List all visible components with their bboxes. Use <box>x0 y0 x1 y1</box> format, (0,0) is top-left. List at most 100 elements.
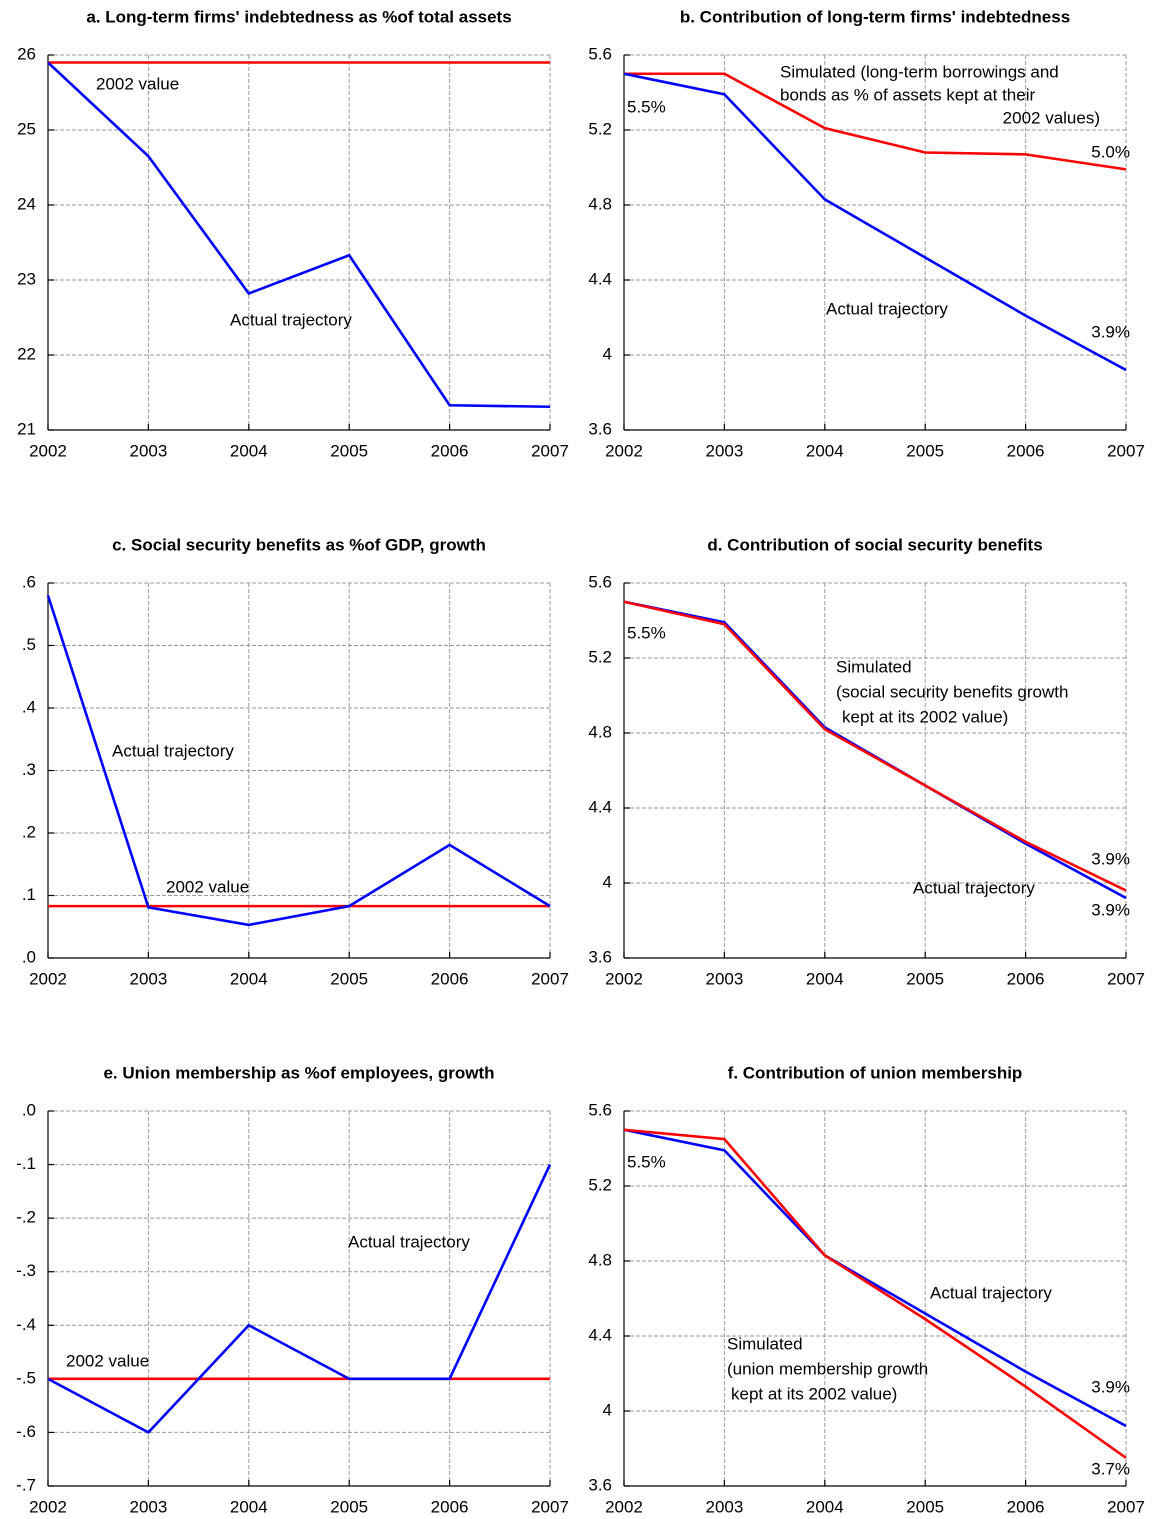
y-tick-label: .1 <box>22 885 36 904</box>
x-tick-label: 2005 <box>906 969 944 988</box>
annotation: 2002 value <box>166 877 249 896</box>
series-line <box>623 1128 1127 1459</box>
y-tick-label: 3.6 <box>588 1475 612 1494</box>
chart-title: b. Contribution of long-term firms' inde… <box>680 7 1070 26</box>
annotation: Simulated <box>836 657 912 676</box>
y-tick-label: 4.8 <box>588 722 612 741</box>
x-tick-label: 2004 <box>230 1497 268 1516</box>
y-tick-label: -.3 <box>16 1261 36 1280</box>
x-tick-label: 2004 <box>806 969 844 988</box>
annotation: 3.9% <box>1091 1377 1130 1396</box>
series-line <box>623 1128 1127 1428</box>
y-tick-label: .2 <box>22 822 36 841</box>
y-tick-label: .4 <box>22 697 36 716</box>
y-tick-label: -.5 <box>16 1368 36 1387</box>
x-tick-label: 2006 <box>1007 1497 1045 1516</box>
annotation: Actual trajectory <box>348 1232 470 1251</box>
x-tick-label: 2005 <box>330 969 368 988</box>
x-tick-label: 2005 <box>906 441 944 460</box>
y-tick-label: 4.8 <box>588 194 612 213</box>
y-tick-label: 5.2 <box>588 1175 612 1194</box>
y-tick-label: -.2 <box>16 1208 36 1227</box>
x-tick-label: 2002 <box>29 1497 67 1516</box>
y-tick-label: 22 <box>17 344 36 363</box>
y-tick-label: 4.4 <box>588 269 612 288</box>
y-tick-label: .5 <box>22 635 36 654</box>
annotation: Simulated <box>727 1334 803 1353</box>
annotation: 5.5% <box>627 97 666 116</box>
y-tick-label: 21 <box>17 419 36 438</box>
chart-title: a. Long-term firms' indebtedness as %of … <box>86 7 511 26</box>
x-tick-label: 2003 <box>129 441 167 460</box>
x-tick-label: 2004 <box>230 441 268 460</box>
annotation: Actual trajectory <box>826 299 948 318</box>
chart-title: f. Contribution of union membership <box>728 1063 1023 1082</box>
y-tick-label: 5.2 <box>588 647 612 666</box>
series-line <box>47 61 551 409</box>
x-tick-label: 2006 <box>431 441 469 460</box>
y-tick-label: 5.2 <box>588 119 612 138</box>
y-tick-label: 4 <box>603 344 612 363</box>
x-tick-label: 2004 <box>230 969 268 988</box>
series-line <box>623 600 1127 892</box>
annotation: Actual trajectory <box>913 878 1035 897</box>
annotation: 5.0% <box>1091 142 1130 161</box>
x-tick-label: 2007 <box>531 969 569 988</box>
y-tick-label: 5.6 <box>588 44 612 63</box>
y-tick-label: 4 <box>603 872 612 891</box>
y-tick-label: 3.6 <box>588 419 612 438</box>
y-tick-label: -.4 <box>16 1315 36 1334</box>
x-tick-label: 2002 <box>29 441 67 460</box>
x-tick-label: 2003 <box>705 1497 743 1516</box>
annotation: Actual trajectory <box>230 310 352 329</box>
chart-title: d. Contribution of social security benef… <box>707 535 1042 554</box>
x-tick-label: 2006 <box>1007 441 1045 460</box>
annotation: Actual trajectory <box>930 1283 1052 1302</box>
x-tick-label: 2003 <box>705 969 743 988</box>
x-tick-label: 2005 <box>330 1497 368 1516</box>
annotation: Actual trajectory <box>112 741 234 760</box>
y-tick-label: 4.4 <box>588 1325 612 1344</box>
x-tick-label: 2007 <box>1107 1497 1145 1516</box>
annotation: kept at its 2002 value) <box>731 1384 897 1403</box>
x-tick-label: 2005 <box>906 1497 944 1516</box>
annotation: (union membership growth <box>727 1359 928 1378</box>
y-tick-label: -.6 <box>16 1422 36 1441</box>
annotation: kept at its 2002 value) <box>842 707 1008 726</box>
x-tick-label: 2002 <box>605 441 643 460</box>
y-tick-label: 5.6 <box>588 572 612 591</box>
x-tick-label: 2002 <box>605 969 643 988</box>
y-tick-label: 23 <box>17 269 36 288</box>
annotation: (social security benefits growth <box>836 682 1068 701</box>
x-tick-label: 2003 <box>129 1497 167 1516</box>
series-line <box>623 72 1127 372</box>
y-tick-label: 3.6 <box>588 947 612 966</box>
annotation: 2002 values) <box>1003 108 1100 127</box>
annotation: 5.5% <box>627 623 666 642</box>
x-tick-label: 2007 <box>1107 969 1145 988</box>
chart-title: c. Social security benefits as %of GDP, … <box>112 535 486 554</box>
series-line <box>47 1164 552 1435</box>
x-tick-label: 2007 <box>531 441 569 460</box>
x-tick-label: 2005 <box>330 441 368 460</box>
y-tick-label: -.1 <box>16 1154 36 1173</box>
y-tick-label: .3 <box>22 760 36 779</box>
x-tick-label: 2003 <box>705 441 743 460</box>
y-tick-label: 4.8 <box>588 1250 612 1269</box>
annotation: 3.9% <box>1091 900 1130 919</box>
y-tick-label: .0 <box>22 1100 36 1119</box>
x-tick-label: 2006 <box>1007 969 1045 988</box>
x-tick-label: 2006 <box>431 1497 469 1516</box>
y-tick-label: 24 <box>17 194 36 213</box>
annotation: 3.9% <box>1091 322 1130 341</box>
y-tick-label: 26 <box>17 44 36 63</box>
x-tick-label: 2004 <box>806 441 844 460</box>
y-tick-label: 4 <box>603 1400 612 1419</box>
x-tick-label: 2007 <box>531 1497 569 1516</box>
chart-title: e. Union membership as %of employees, gr… <box>103 1063 494 1082</box>
annotation: 5.5% <box>627 1152 666 1171</box>
x-tick-label: 2003 <box>129 969 167 988</box>
y-tick-label: 4.4 <box>588 797 612 816</box>
annotation: 3.9% <box>1091 849 1130 868</box>
